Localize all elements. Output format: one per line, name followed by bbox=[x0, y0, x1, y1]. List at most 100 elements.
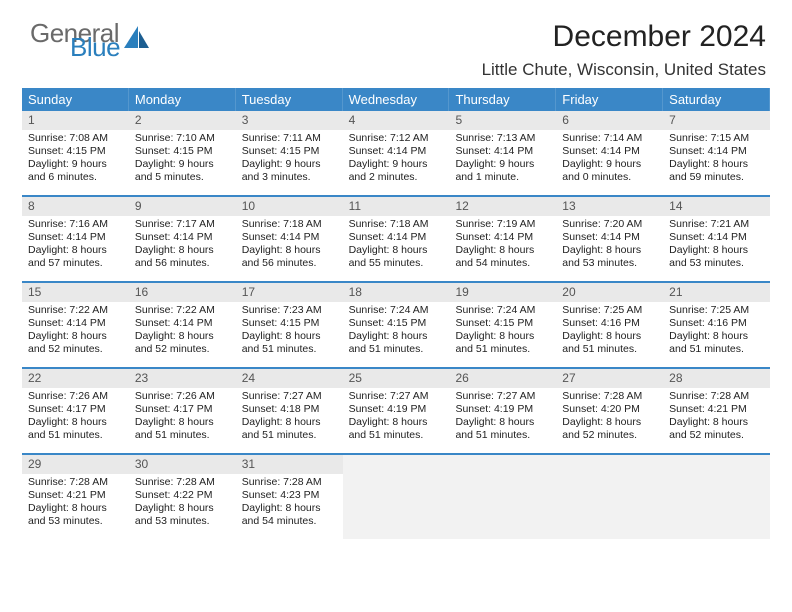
brand-logo: General Blue bbox=[30, 22, 150, 58]
daylight-line1: Daylight: 8 hours bbox=[28, 244, 123, 257]
day-details: Sunrise: 7:28 AMSunset: 4:21 PMDaylight:… bbox=[22, 474, 129, 533]
calendar-page: General Blue December 2024 Little Chute,… bbox=[0, 0, 792, 612]
daylight-line2: and 2 minutes. bbox=[349, 171, 444, 184]
day-cell: 17Sunrise: 7:23 AMSunset: 4:15 PMDayligh… bbox=[236, 283, 343, 367]
sunrise-text: Sunrise: 7:26 AM bbox=[135, 390, 230, 403]
daylight-line2: and 53 minutes. bbox=[562, 257, 657, 270]
sunrise-text: Sunrise: 7:24 AM bbox=[455, 304, 550, 317]
sunrise-text: Sunrise: 7:21 AM bbox=[669, 218, 764, 231]
daylight-line1: Daylight: 8 hours bbox=[562, 244, 657, 257]
day-details: Sunrise: 7:13 AMSunset: 4:14 PMDaylight:… bbox=[449, 130, 556, 189]
day-details: Sunrise: 7:25 AMSunset: 4:16 PMDaylight:… bbox=[556, 302, 663, 361]
sunset-text: Sunset: 4:20 PM bbox=[562, 403, 657, 416]
day-details: Sunrise: 7:26 AMSunset: 4:17 PMDaylight:… bbox=[129, 388, 236, 447]
daylight-line2: and 51 minutes. bbox=[349, 343, 444, 356]
daylight-line1: Daylight: 8 hours bbox=[135, 330, 230, 343]
calendar-week: 1Sunrise: 7:08 AMSunset: 4:15 PMDaylight… bbox=[22, 111, 770, 197]
day-number: 12 bbox=[449, 197, 556, 216]
sail-icon bbox=[124, 26, 150, 55]
day-cell: 22Sunrise: 7:26 AMSunset: 4:17 PMDayligh… bbox=[22, 369, 129, 453]
day-number: 9 bbox=[129, 197, 236, 216]
weekday-header: Thursday bbox=[449, 88, 556, 111]
day-details: Sunrise: 7:14 AMSunset: 4:14 PMDaylight:… bbox=[556, 130, 663, 189]
sunset-text: Sunset: 4:15 PM bbox=[242, 145, 337, 158]
daylight-line1: Daylight: 8 hours bbox=[562, 416, 657, 429]
day-cell: 11Sunrise: 7:18 AMSunset: 4:14 PMDayligh… bbox=[343, 197, 450, 281]
sunset-text: Sunset: 4:22 PM bbox=[135, 489, 230, 502]
daylight-line1: Daylight: 8 hours bbox=[28, 416, 123, 429]
daylight-line1: Daylight: 8 hours bbox=[562, 330, 657, 343]
day-number: 7 bbox=[663, 111, 770, 130]
sunrise-text: Sunrise: 7:28 AM bbox=[242, 476, 337, 489]
day-details: Sunrise: 7:21 AMSunset: 4:14 PMDaylight:… bbox=[663, 216, 770, 275]
day-cell: 9Sunrise: 7:17 AMSunset: 4:14 PMDaylight… bbox=[129, 197, 236, 281]
daylight-line1: Daylight: 8 hours bbox=[135, 502, 230, 515]
daylight-line2: and 51 minutes. bbox=[562, 343, 657, 356]
day-cell: 5Sunrise: 7:13 AMSunset: 4:14 PMDaylight… bbox=[449, 111, 556, 195]
day-number: 20 bbox=[556, 283, 663, 302]
sunrise-text: Sunrise: 7:19 AM bbox=[455, 218, 550, 231]
day-cell: 14Sunrise: 7:21 AMSunset: 4:14 PMDayligh… bbox=[663, 197, 770, 281]
daylight-line1: Daylight: 8 hours bbox=[669, 244, 764, 257]
day-number: 30 bbox=[129, 455, 236, 474]
day-number: 26 bbox=[449, 369, 556, 388]
logo-text: General Blue bbox=[30, 22, 120, 58]
day-number: 24 bbox=[236, 369, 343, 388]
daylight-line1: Daylight: 8 hours bbox=[242, 330, 337, 343]
weekday-header: Tuesday bbox=[236, 88, 343, 111]
day-cell: 7Sunrise: 7:15 AMSunset: 4:14 PMDaylight… bbox=[663, 111, 770, 195]
daylight-line2: and 51 minutes. bbox=[669, 343, 764, 356]
sunset-text: Sunset: 4:17 PM bbox=[135, 403, 230, 416]
day-details: Sunrise: 7:22 AMSunset: 4:14 PMDaylight:… bbox=[22, 302, 129, 361]
calendar-week: 15Sunrise: 7:22 AMSunset: 4:14 PMDayligh… bbox=[22, 283, 770, 369]
sunset-text: Sunset: 4:14 PM bbox=[455, 145, 550, 158]
daylight-line1: Daylight: 8 hours bbox=[135, 244, 230, 257]
sunset-text: Sunset: 4:15 PM bbox=[455, 317, 550, 330]
day-number: 22 bbox=[22, 369, 129, 388]
empty-day-cell bbox=[343, 455, 450, 539]
day-details: Sunrise: 7:20 AMSunset: 4:14 PMDaylight:… bbox=[556, 216, 663, 275]
day-number: 27 bbox=[556, 369, 663, 388]
logo-line2: Blue bbox=[70, 36, 120, 58]
sunset-text: Sunset: 4:17 PM bbox=[28, 403, 123, 416]
day-number: 17 bbox=[236, 283, 343, 302]
daylight-line2: and 51 minutes. bbox=[242, 429, 337, 442]
sunrise-text: Sunrise: 7:28 AM bbox=[135, 476, 230, 489]
sunset-text: Sunset: 4:14 PM bbox=[135, 317, 230, 330]
sunset-text: Sunset: 4:21 PM bbox=[669, 403, 764, 416]
daylight-line2: and 52 minutes. bbox=[135, 343, 230, 356]
day-number: 2 bbox=[129, 111, 236, 130]
daylight-line2: and 5 minutes. bbox=[135, 171, 230, 184]
daylight-line2: and 51 minutes. bbox=[28, 429, 123, 442]
daylight-line2: and 6 minutes. bbox=[28, 171, 123, 184]
daylight-line2: and 53 minutes. bbox=[669, 257, 764, 270]
sunrise-text: Sunrise: 7:27 AM bbox=[242, 390, 337, 403]
daylight-line2: and 51 minutes. bbox=[349, 429, 444, 442]
daylight-line1: Daylight: 9 hours bbox=[455, 158, 550, 171]
calendar-week: 29Sunrise: 7:28 AMSunset: 4:21 PMDayligh… bbox=[22, 455, 770, 539]
weekday-header: Saturday bbox=[663, 88, 770, 111]
day-details: Sunrise: 7:28 AMSunset: 4:20 PMDaylight:… bbox=[556, 388, 663, 447]
sunset-text: Sunset: 4:14 PM bbox=[349, 231, 444, 244]
day-details: Sunrise: 7:28 AMSunset: 4:21 PMDaylight:… bbox=[663, 388, 770, 447]
day-cell: 3Sunrise: 7:11 AMSunset: 4:15 PMDaylight… bbox=[236, 111, 343, 195]
day-details: Sunrise: 7:18 AMSunset: 4:14 PMDaylight:… bbox=[236, 216, 343, 275]
sunrise-text: Sunrise: 7:25 AM bbox=[562, 304, 657, 317]
empty-day-cell bbox=[556, 455, 663, 539]
sunset-text: Sunset: 4:15 PM bbox=[28, 145, 123, 158]
day-details: Sunrise: 7:27 AMSunset: 4:19 PMDaylight:… bbox=[449, 388, 556, 447]
sunrise-text: Sunrise: 7:20 AM bbox=[562, 218, 657, 231]
daylight-line2: and 57 minutes. bbox=[28, 257, 123, 270]
calendar-grid: SundayMondayTuesdayWednesdayThursdayFrid… bbox=[22, 88, 770, 539]
day-details: Sunrise: 7:15 AMSunset: 4:14 PMDaylight:… bbox=[663, 130, 770, 189]
day-cell: 30 Sunrise: 7:28 AMSunset: 4:22 PMDayligh… bbox=[129, 455, 236, 539]
day-cell: 18Sunrise: 7:24 AMSunset: 4:15 PMDayligh… bbox=[343, 283, 450, 367]
day-cell: 2Sunrise: 7:10 AMSunset: 4:15 PMDaylight… bbox=[129, 111, 236, 195]
day-number: 8 bbox=[22, 197, 129, 216]
day-cell: 10Sunrise: 7:18 AMSunset: 4:14 PMDayligh… bbox=[236, 197, 343, 281]
day-cell: 24Sunrise: 7:27 AMSunset: 4:18 PMDayligh… bbox=[236, 369, 343, 453]
daylight-line1: Daylight: 9 hours bbox=[135, 158, 230, 171]
empty-day-cell bbox=[449, 455, 556, 539]
weekday-header: Friday bbox=[556, 88, 663, 111]
weekday-header: Sunday bbox=[22, 88, 129, 111]
